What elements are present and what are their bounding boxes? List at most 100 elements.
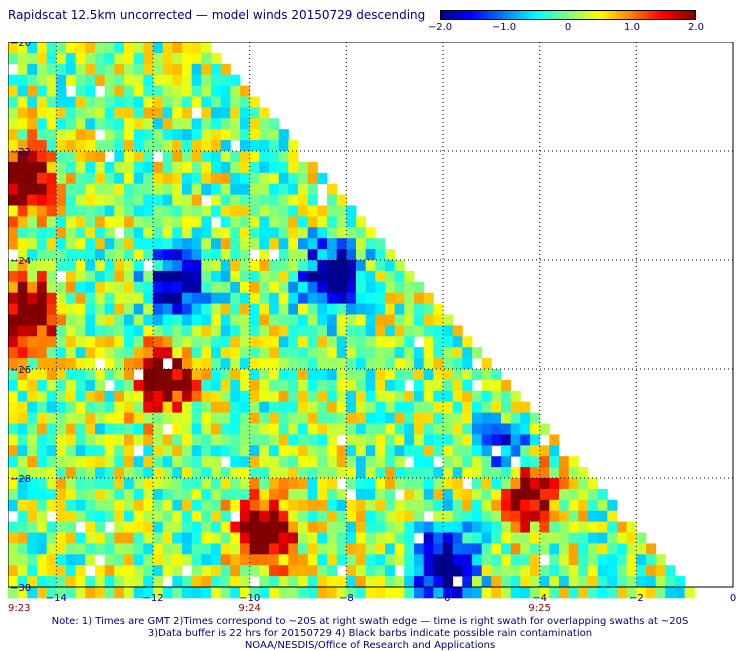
heatmap-cell <box>433 303 444 315</box>
heatmap-cell <box>240 445 251 457</box>
heatmap-cell <box>414 412 425 424</box>
heatmap-cell <box>124 554 135 566</box>
heatmap-cell <box>201 205 212 217</box>
heatmap-cell <box>220 63 231 76</box>
heatmap-cell <box>220 96 231 108</box>
heatmap-cell <box>114 467 125 479</box>
heatmap-cell <box>17 390 28 403</box>
heatmap-cell <box>472 587 483 599</box>
heatmap-cell <box>365 521 376 533</box>
heatmap-cell <box>530 532 541 544</box>
heatmap-cell <box>143 445 154 457</box>
heatmap-cell <box>46 129 57 141</box>
heatmap-cell <box>462 587 473 599</box>
heatmap-cell <box>56 445 67 457</box>
heatmap-cell <box>95 325 106 337</box>
heatmap-cell <box>433 423 444 435</box>
heatmap-cell <box>520 456 531 468</box>
heatmap-cell <box>365 369 376 381</box>
heatmap-cell <box>491 554 502 566</box>
heatmap-cell <box>162 467 173 479</box>
heatmap-cell <box>259 379 270 392</box>
heatmap-cell <box>288 183 299 195</box>
heatmap-cell <box>481 532 492 544</box>
heatmap-cell <box>153 238 164 250</box>
heatmap-cell <box>491 499 502 512</box>
heatmap-cell <box>8 390 19 403</box>
heatmap-cell <box>230 216 241 228</box>
heatmap-cell <box>133 74 144 86</box>
heatmap-cell <box>37 270 48 283</box>
heatmap-cell <box>298 325 309 337</box>
heatmap-cell <box>75 129 86 141</box>
heatmap-cell <box>66 336 77 348</box>
heatmap-cell <box>46 456 57 468</box>
heatmap-cell <box>162 42 173 54</box>
heatmap-cell <box>56 510 67 522</box>
heatmap-cell <box>385 270 396 283</box>
heatmap-cell <box>356 587 367 599</box>
heatmap-cell <box>124 292 135 304</box>
heatmap-cell <box>8 325 19 337</box>
heatmap-cell <box>317 554 328 566</box>
heatmap-cell <box>182 249 193 261</box>
heatmap-cell <box>327 303 338 315</box>
heatmap-cell <box>220 151 231 163</box>
heatmap-cell <box>211 129 222 141</box>
heatmap-cell <box>153 270 164 283</box>
heatmap-cell <box>182 74 193 86</box>
heatmap-cell <box>452 499 463 512</box>
heatmap-cell <box>27 172 38 185</box>
heatmap-cell <box>269 270 280 283</box>
heatmap-cell <box>298 478 309 490</box>
heatmap-cell <box>124 161 135 174</box>
heatmap-cell <box>85 587 96 599</box>
heatmap-cell <box>269 390 280 403</box>
heatmap-cell <box>298 434 309 446</box>
heatmap-cell <box>191 467 202 479</box>
heatmap-cell <box>75 281 86 294</box>
heatmap-cell <box>539 499 550 512</box>
heatmap-cell <box>191 151 202 163</box>
heatmap-cell <box>414 554 425 566</box>
heatmap-cell <box>56 281 67 294</box>
heatmap-cell <box>153 565 164 577</box>
heatmap-cell <box>66 161 77 174</box>
heatmap-cell <box>182 183 193 195</box>
heatmap-cell <box>211 281 222 294</box>
heatmap-cell <box>153 281 164 294</box>
heatmap-cell <box>37 456 48 468</box>
heatmap-cell <box>404 292 415 304</box>
heatmap-cell <box>278 358 289 370</box>
heatmap-cell <box>114 260 125 272</box>
heatmap-cell <box>56 532 67 544</box>
heatmap-cell <box>162 412 173 424</box>
heatmap-cell <box>56 576 67 588</box>
heatmap-cell <box>66 521 77 533</box>
y-tick-label: −26 <box>10 365 31 376</box>
heatmap-cell <box>298 412 309 424</box>
heatmap-cell <box>153 467 164 479</box>
heatmap-cell <box>75 434 86 446</box>
heatmap-cell <box>95 183 106 195</box>
heatmap-cell <box>172 478 183 490</box>
heatmap-cell <box>153 227 164 239</box>
heatmap-cell <box>356 336 367 348</box>
heatmap-cell <box>46 379 57 392</box>
heatmap-cell <box>404 499 415 512</box>
heatmap-cell <box>336 445 347 457</box>
heatmap-cell <box>568 488 579 501</box>
heatmap-cell <box>85 434 96 446</box>
heatmap-cell <box>104 52 115 65</box>
heatmap-cell <box>46 63 57 76</box>
heatmap-cell <box>510 488 521 501</box>
heatmap-cell <box>56 543 67 555</box>
heatmap-cell <box>365 412 376 424</box>
heatmap-cell <box>162 488 173 501</box>
heatmap-cell <box>66 151 77 163</box>
heatmap-cell <box>501 390 512 403</box>
heatmap-cell <box>104 576 115 588</box>
heatmap-cell <box>172 325 183 337</box>
heatmap-cell <box>433 358 444 370</box>
heatmap-cell <box>8 456 19 468</box>
